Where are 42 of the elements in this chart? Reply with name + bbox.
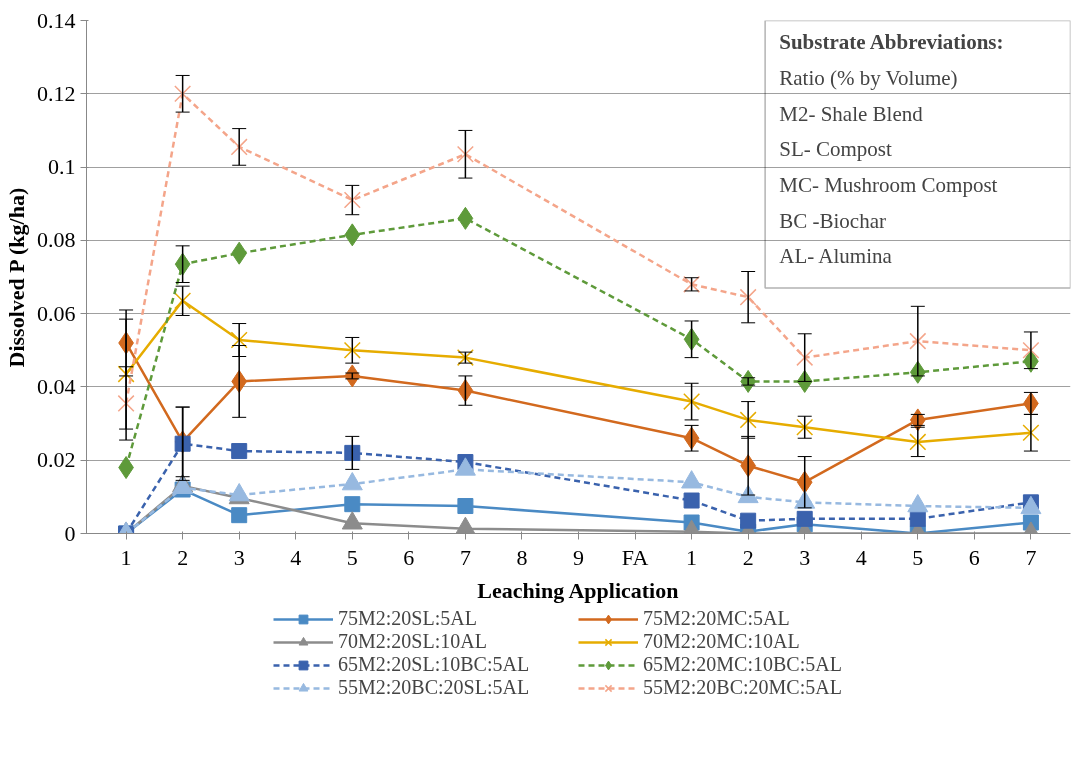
- legend-label: 70M2:20SL:10AL: [338, 630, 488, 653]
- x-tick-label: 5: [346, 544, 358, 570]
- y-tick-label: 0.1: [48, 154, 76, 180]
- x-tick-label: 4: [290, 544, 302, 570]
- legend-label: 70M2:20MC:10AL: [643, 630, 801, 653]
- y-tick-label: 0.06: [37, 300, 76, 326]
- legend-label: 55M2:20BC:20MC:5AL: [643, 676, 843, 699]
- x-tick-label: 1: [120, 544, 132, 570]
- legend-label: 65M2:20MC:10BC:5AL: [643, 653, 843, 676]
- x-tick-label: FA: [621, 544, 649, 570]
- legend-label: 65M2:20SL:10BC:5AL: [338, 653, 531, 676]
- y-tick-label: 0.14: [37, 7, 76, 33]
- annotation: SL- Compost: [779, 137, 893, 162]
- annotation: MC- Mushroom Compost: [779, 172, 998, 197]
- x-tick-label: 6: [968, 544, 980, 570]
- y-tick-label: 0.12: [37, 80, 76, 106]
- x-tick-label: 7: [1025, 544, 1037, 570]
- x-axis-title: Leaching Application: [477, 577, 679, 603]
- legend-label: 75M2:20MC:5AL: [643, 607, 791, 630]
- y-axis-title: Dissolved P (kg/ha): [4, 187, 29, 368]
- x-tick-label: 4: [855, 544, 867, 570]
- y-tick-label: 0.08: [37, 227, 76, 253]
- annotation: AL- Alumina: [779, 244, 893, 269]
- annotation: Substrate Abbreviations:: [779, 30, 1004, 55]
- x-tick-label: 2: [177, 544, 189, 570]
- legend-label: 55M2:20BC:20SL:5AL: [338, 676, 531, 699]
- x-tick-label: 2: [742, 544, 754, 570]
- annotation: Ratio (% by Volume): [779, 66, 958, 91]
- y-tick-label: 0.04: [37, 373, 76, 399]
- legend-label: 75M2:20SL:5AL: [338, 607, 478, 630]
- x-tick-label: 6: [403, 544, 415, 570]
- x-tick-label: 3: [233, 544, 245, 570]
- x-tick-label: 5: [912, 544, 924, 570]
- annotation: BC -Biochar: [779, 208, 886, 233]
- x-tick-label: 3: [799, 544, 811, 570]
- x-tick-label: 8: [516, 544, 528, 570]
- x-tick-label: 7: [459, 544, 471, 570]
- y-tick-label: 0: [64, 520, 76, 546]
- y-tick-label: 0.02: [37, 447, 76, 473]
- annotation: M2- Shale Blend: [779, 101, 924, 126]
- x-tick-label: 9: [573, 544, 584, 570]
- x-tick-label: 1: [686, 544, 698, 570]
